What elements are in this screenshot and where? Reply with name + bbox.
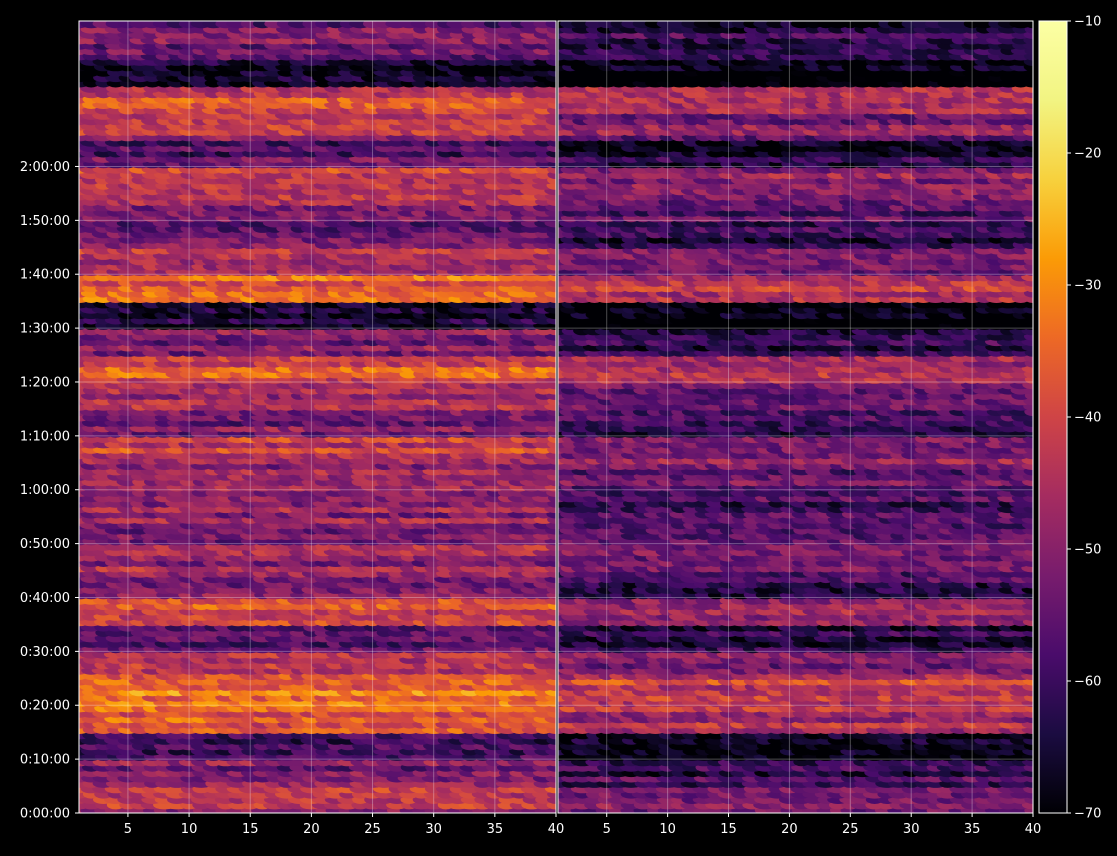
- heatmap-panel-left: [79, 21, 556, 813]
